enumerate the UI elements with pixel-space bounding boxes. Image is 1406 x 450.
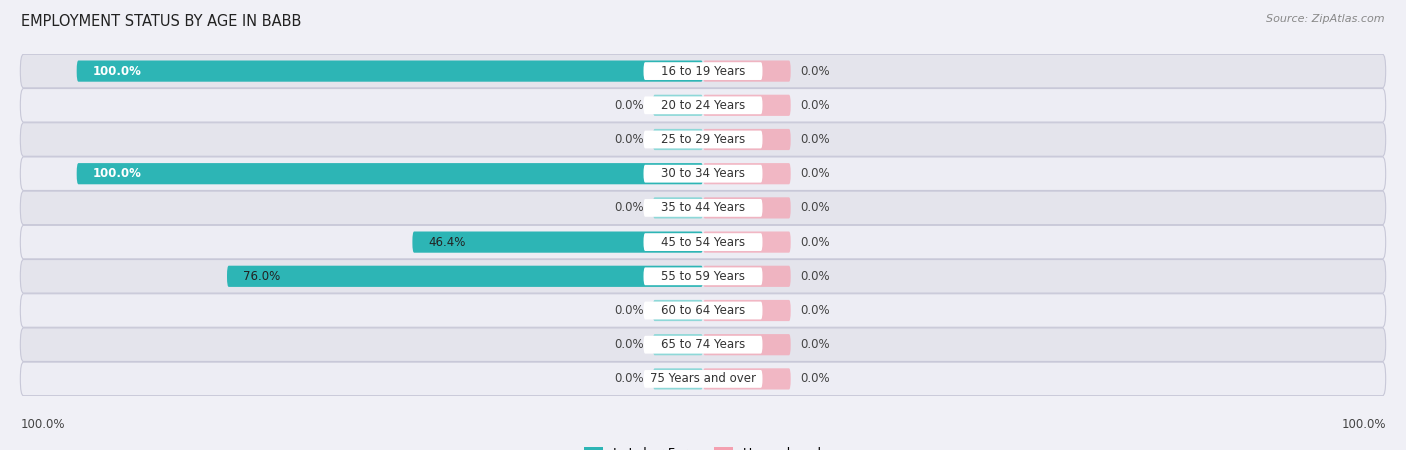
- FancyBboxPatch shape: [703, 60, 790, 82]
- FancyBboxPatch shape: [652, 334, 703, 356]
- FancyBboxPatch shape: [652, 94, 703, 116]
- Text: 0.0%: 0.0%: [800, 167, 830, 180]
- FancyBboxPatch shape: [644, 267, 762, 285]
- Text: 30 to 34 Years: 30 to 34 Years: [661, 167, 745, 180]
- FancyBboxPatch shape: [20, 328, 1386, 361]
- FancyBboxPatch shape: [20, 157, 1386, 190]
- FancyBboxPatch shape: [703, 197, 790, 219]
- FancyBboxPatch shape: [20, 294, 1386, 327]
- Text: 0.0%: 0.0%: [800, 373, 830, 385]
- Text: 0.0%: 0.0%: [800, 133, 830, 146]
- FancyBboxPatch shape: [644, 130, 762, 148]
- FancyBboxPatch shape: [644, 165, 762, 183]
- FancyBboxPatch shape: [226, 266, 703, 287]
- Text: 60 to 64 Years: 60 to 64 Years: [661, 304, 745, 317]
- FancyBboxPatch shape: [652, 129, 703, 150]
- FancyBboxPatch shape: [703, 129, 790, 150]
- Text: 0.0%: 0.0%: [800, 202, 830, 214]
- Text: 100.0%: 100.0%: [20, 418, 65, 431]
- Text: 0.0%: 0.0%: [614, 133, 644, 146]
- FancyBboxPatch shape: [20, 225, 1386, 259]
- Text: 0.0%: 0.0%: [614, 99, 644, 112]
- Text: 100.0%: 100.0%: [93, 167, 141, 180]
- Text: 0.0%: 0.0%: [800, 65, 830, 77]
- FancyBboxPatch shape: [77, 163, 703, 184]
- Text: 76.0%: 76.0%: [243, 270, 280, 283]
- Text: 45 to 54 Years: 45 to 54 Years: [661, 236, 745, 248]
- Text: 75 Years and over: 75 Years and over: [650, 373, 756, 385]
- FancyBboxPatch shape: [20, 362, 1386, 396]
- Text: Source: ZipAtlas.com: Source: ZipAtlas.com: [1267, 14, 1385, 23]
- Text: 100.0%: 100.0%: [93, 65, 141, 77]
- Text: 55 to 59 Years: 55 to 59 Years: [661, 270, 745, 283]
- Text: 0.0%: 0.0%: [614, 304, 644, 317]
- FancyBboxPatch shape: [20, 54, 1386, 88]
- FancyBboxPatch shape: [644, 336, 762, 354]
- Text: 0.0%: 0.0%: [614, 373, 644, 385]
- FancyBboxPatch shape: [20, 260, 1386, 293]
- FancyBboxPatch shape: [644, 233, 762, 251]
- Text: 16 to 19 Years: 16 to 19 Years: [661, 65, 745, 77]
- Legend: In Labor Force, Unemployed: In Labor Force, Unemployed: [579, 442, 827, 450]
- FancyBboxPatch shape: [652, 197, 703, 219]
- FancyBboxPatch shape: [20, 123, 1386, 156]
- FancyBboxPatch shape: [77, 60, 703, 82]
- FancyBboxPatch shape: [20, 191, 1386, 225]
- Text: 35 to 44 Years: 35 to 44 Years: [661, 202, 745, 214]
- FancyBboxPatch shape: [703, 163, 790, 184]
- FancyBboxPatch shape: [644, 62, 762, 80]
- FancyBboxPatch shape: [644, 96, 762, 114]
- Text: 25 to 29 Years: 25 to 29 Years: [661, 133, 745, 146]
- FancyBboxPatch shape: [652, 300, 703, 321]
- FancyBboxPatch shape: [703, 334, 790, 356]
- FancyBboxPatch shape: [652, 368, 703, 390]
- Text: 0.0%: 0.0%: [800, 236, 830, 248]
- FancyBboxPatch shape: [703, 231, 790, 253]
- Text: 0.0%: 0.0%: [800, 338, 830, 351]
- Text: 0.0%: 0.0%: [800, 99, 830, 112]
- FancyBboxPatch shape: [703, 266, 790, 287]
- FancyBboxPatch shape: [412, 231, 703, 253]
- Text: 20 to 24 Years: 20 to 24 Years: [661, 99, 745, 112]
- FancyBboxPatch shape: [703, 94, 790, 116]
- FancyBboxPatch shape: [644, 199, 762, 217]
- FancyBboxPatch shape: [703, 368, 790, 390]
- Text: 0.0%: 0.0%: [800, 270, 830, 283]
- FancyBboxPatch shape: [703, 300, 790, 321]
- Text: 0.0%: 0.0%: [614, 202, 644, 214]
- Text: EMPLOYMENT STATUS BY AGE IN BABB: EMPLOYMENT STATUS BY AGE IN BABB: [21, 14, 301, 28]
- Text: 100.0%: 100.0%: [1341, 418, 1386, 431]
- Text: 0.0%: 0.0%: [614, 338, 644, 351]
- FancyBboxPatch shape: [644, 302, 762, 319]
- Text: 65 to 74 Years: 65 to 74 Years: [661, 338, 745, 351]
- FancyBboxPatch shape: [644, 370, 762, 388]
- Text: 0.0%: 0.0%: [800, 304, 830, 317]
- FancyBboxPatch shape: [20, 89, 1386, 122]
- Text: 46.4%: 46.4%: [427, 236, 465, 248]
